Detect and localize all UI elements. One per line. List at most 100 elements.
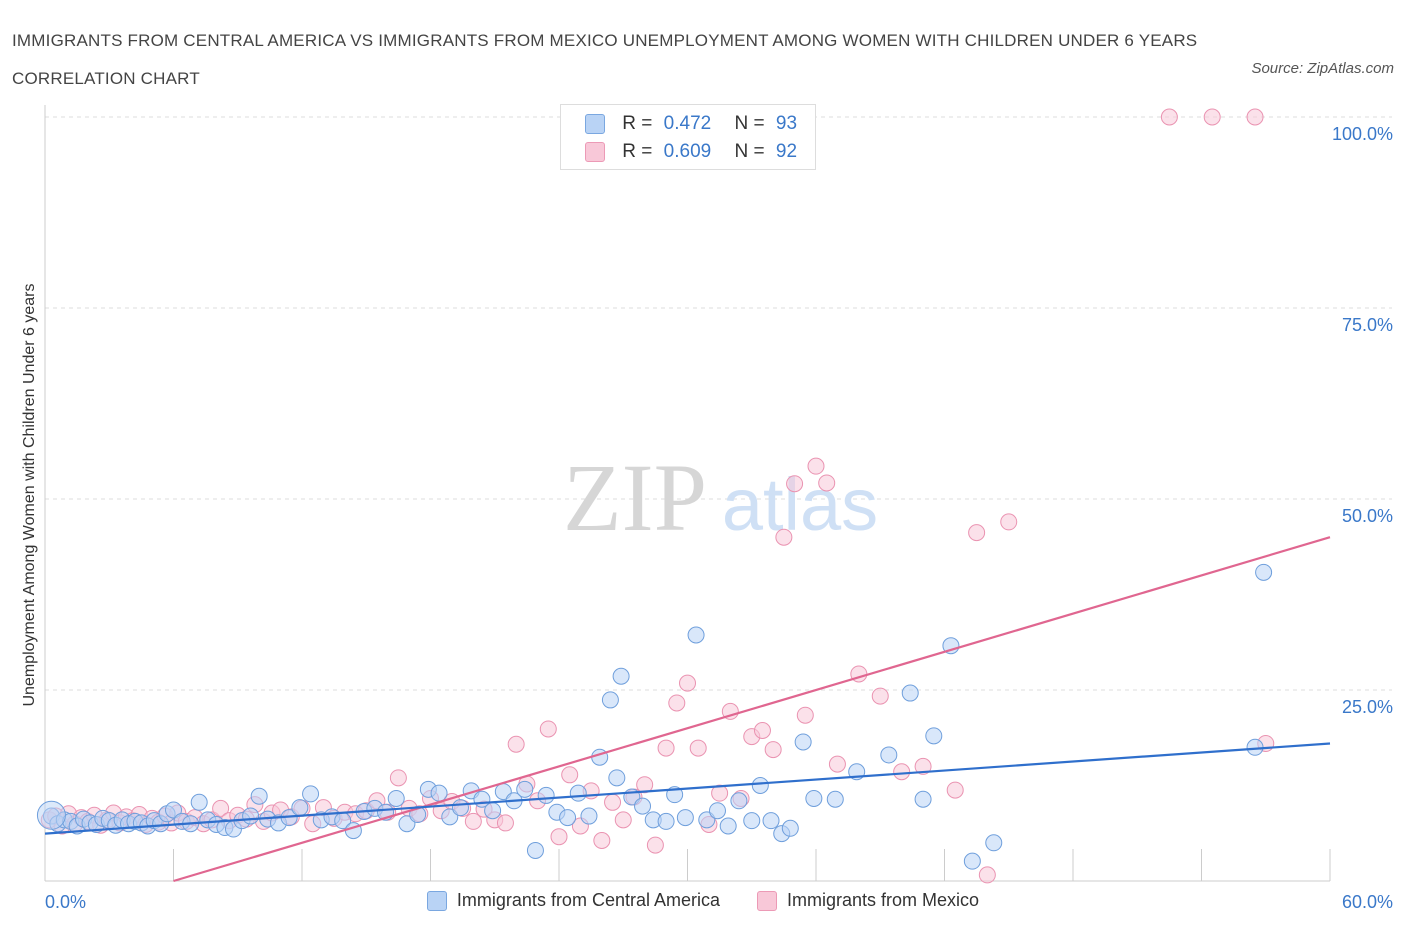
central-america-point xyxy=(708,802,726,820)
y-tick-label: 75.0% xyxy=(1342,315,1393,335)
central-america-point xyxy=(676,809,694,827)
central-america-point xyxy=(190,793,208,811)
central-america-point xyxy=(751,777,769,794)
n-label: N = xyxy=(734,113,765,134)
mexico-point xyxy=(775,528,793,546)
mexico-point xyxy=(496,814,514,832)
central-america-point xyxy=(985,834,1003,852)
central-america-point xyxy=(387,789,405,807)
series-legend: Immigrants from Central America Immigran… xyxy=(0,890,1406,912)
central-america-point xyxy=(291,799,309,817)
central-america-point xyxy=(559,809,577,827)
trend-line-mexico xyxy=(173,536,1331,883)
central-america-point xyxy=(484,802,502,820)
n-label: N = xyxy=(734,141,765,162)
central-america-point xyxy=(901,684,919,702)
central-america-point xyxy=(794,733,812,751)
central-america-point xyxy=(634,797,652,815)
watermark: ZIP atlas xyxy=(563,444,878,551)
legend-item-central-america: Immigrants from Central America xyxy=(426,890,720,912)
mexico-point xyxy=(561,766,579,784)
central-america-point xyxy=(730,792,748,810)
mexico-point xyxy=(539,720,557,738)
mexico-point xyxy=(914,757,932,775)
mexico-point xyxy=(689,739,707,757)
mexico-point xyxy=(818,474,836,492)
mexico-point xyxy=(807,457,825,475)
mexico-point xyxy=(507,735,525,753)
central-america-point xyxy=(826,790,844,808)
central-america-point xyxy=(165,801,182,819)
central-america-point xyxy=(516,780,534,798)
r-value-mexico: 0.609 xyxy=(663,141,712,162)
central-america-point xyxy=(743,812,761,830)
n-value-central-america: 93 xyxy=(775,113,798,134)
central-america-point xyxy=(719,817,737,835)
mexico-point xyxy=(893,763,911,781)
x-tick-label-min: 0.0% xyxy=(45,892,86,912)
central-america-point xyxy=(963,852,981,870)
y-tick-label: 50.0% xyxy=(1342,506,1393,526)
y-tick-label: 100.0% xyxy=(1332,124,1393,144)
chart-title: IMMIGRANTS FROM CENTRAL AMERICA VS IMMIG… xyxy=(12,31,1198,88)
stats-legend: R = 0.472 N = 93 R = 0.609 N = 92 xyxy=(560,104,816,170)
legend-swatch-mexico xyxy=(757,891,778,912)
central-america-point xyxy=(657,812,675,830)
r-label: R = xyxy=(622,141,653,162)
legend-item-mexico: Immigrants from Mexico xyxy=(757,890,980,912)
mexico-point xyxy=(679,674,696,692)
legend-label-mexico: Immigrants from Mexico xyxy=(787,890,980,910)
stats-row-central-america: R = 0.472 N = 93 xyxy=(585,110,797,138)
mexico-point xyxy=(1246,108,1264,126)
central-america-point xyxy=(762,812,780,830)
watermark-atlas: atlas xyxy=(722,463,878,546)
mexico-point xyxy=(968,524,986,542)
legend-swatch-central-america xyxy=(426,891,447,912)
source-label: Source: ZipAtlas.com xyxy=(1251,60,1394,77)
central-america-point xyxy=(612,667,630,685)
mexico-point xyxy=(593,832,611,850)
central-america-point xyxy=(430,784,448,802)
central-america-point xyxy=(451,799,469,817)
central-america-point xyxy=(302,785,320,803)
central-america-point xyxy=(608,769,626,787)
legend-label-central-america: Immigrants from Central America xyxy=(456,890,720,910)
swatch-mexico xyxy=(585,141,605,162)
mexico-point xyxy=(668,694,686,712)
tick-labels: 100.0% 75.0% 50.0% 25.0% 0.0% 60.0% xyxy=(45,124,1393,912)
mexico-point xyxy=(796,706,814,724)
mexico-point xyxy=(1000,513,1018,531)
series-central-america-points xyxy=(36,563,1273,870)
mexico-point xyxy=(753,721,771,739)
mexico-point xyxy=(636,776,654,794)
central-america-point xyxy=(914,790,932,808)
trend-line-central-america xyxy=(44,742,1331,835)
mexico-point xyxy=(871,687,889,705)
mexico-point xyxy=(1203,108,1221,126)
x-tick-label-max: 60.0% xyxy=(1342,892,1393,912)
central-america-point xyxy=(250,787,268,805)
mexico-point xyxy=(212,799,230,817)
central-america-point xyxy=(1255,563,1273,581)
mexico-point xyxy=(464,812,482,830)
r-value-central-america: 0.472 xyxy=(663,113,712,134)
swatch-central-america xyxy=(585,113,605,134)
mexico-point xyxy=(604,793,622,811)
stats-row-mexico: R = 0.609 N = 92 xyxy=(585,138,797,166)
mexico-point xyxy=(828,755,846,773)
y-tick-label: 25.0% xyxy=(1342,697,1393,717)
central-america-point xyxy=(242,807,260,825)
mexico-point xyxy=(764,741,782,759)
mexico-point xyxy=(786,475,804,493)
gridlines xyxy=(45,116,1392,691)
central-america-point xyxy=(781,819,799,837)
mexico-point xyxy=(550,828,568,846)
central-america-point xyxy=(601,691,619,709)
mexico-point xyxy=(946,781,964,799)
mexico-point xyxy=(614,811,632,829)
watermark-zip: ZIP xyxy=(563,444,707,551)
central-america-point xyxy=(580,807,598,825)
central-america-point xyxy=(569,784,587,802)
central-america-point-large xyxy=(36,800,66,830)
